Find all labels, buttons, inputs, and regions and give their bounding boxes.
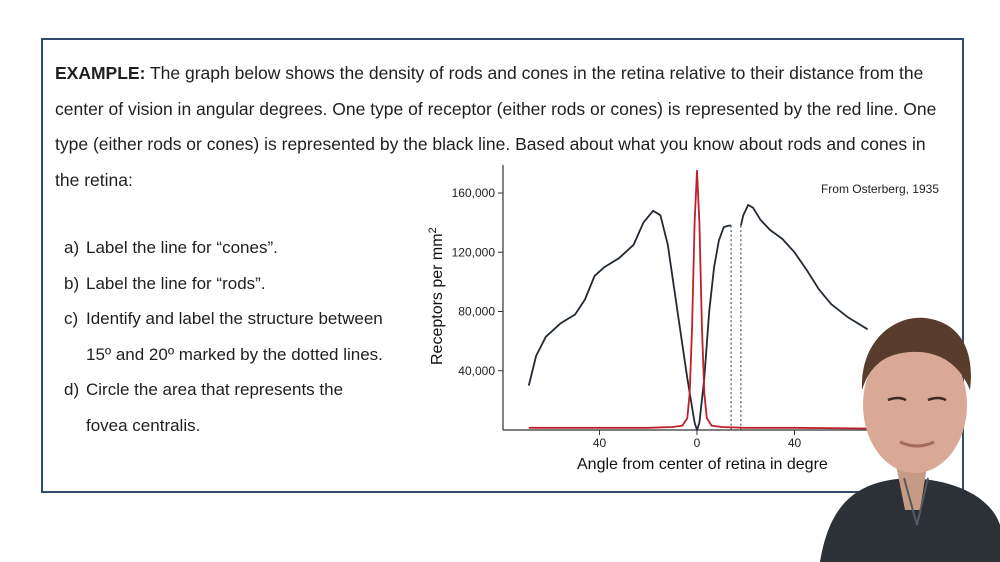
- question-label: c): [64, 309, 79, 328]
- question-label: d): [64, 380, 80, 399]
- question-text: Identify and label the structure between: [86, 309, 383, 328]
- x-tick-label: 40: [788, 436, 802, 450]
- x-tick-label: 0: [694, 436, 701, 450]
- question-d-continued: fovea centralis.: [86, 415, 201, 435]
- example-text: The graph below shows the density of rod…: [55, 63, 937, 190]
- question-list: a) Label the line for “cones”. b) Label …: [64, 230, 414, 443]
- question-label: a): [64, 238, 80, 257]
- chart-labels: 40,000 80,000 120,000 160,000 40 0 40 Angle fro…: [427, 182, 939, 473]
- y-tick-label: 120,000: [452, 245, 496, 259]
- example-intro: EXAMPLE: The graph below shows the densi…: [55, 56, 945, 198]
- question-a: a) Label the line for “cones”.: [64, 230, 414, 266]
- y-axis-title: Receptors per mm2: [427, 227, 446, 365]
- presenter-video: [800, 310, 1000, 562]
- question-text: Label the line for “cones”.: [86, 238, 278, 257]
- dotted-lines: [730, 225, 742, 430]
- source-note: From Osterberg, 1935: [821, 182, 939, 196]
- y-tick-label: 160,000: [452, 186, 496, 200]
- example-label: EXAMPLE:: [55, 63, 146, 83]
- question-c: c) Identify and label the structure betw…: [64, 301, 414, 337]
- question-d: d) Circle the area that represents the: [64, 372, 414, 408]
- x-axis-title: Angle from center of retina in degre: [577, 456, 828, 473]
- y-tick-label: 80,000: [458, 305, 495, 319]
- question-b: b) Label the line for “rods”.: [64, 266, 414, 302]
- question-text: Circle the area that represents the: [86, 380, 344, 399]
- x-tick-label: 40: [593, 436, 607, 450]
- series-line-0: [527, 209, 732, 431]
- y-tick-label: 40,000: [458, 364, 495, 378]
- question-c-continued: 15º and 20º marked by the dotted lines.: [86, 344, 383, 364]
- series-line-0: [740, 204, 869, 331]
- question-label: b): [64, 273, 80, 293]
- question-text: Label the line for “rods”.: [86, 273, 266, 293]
- chart-series: [527, 169, 869, 431]
- series-line-1: [528, 169, 868, 430]
